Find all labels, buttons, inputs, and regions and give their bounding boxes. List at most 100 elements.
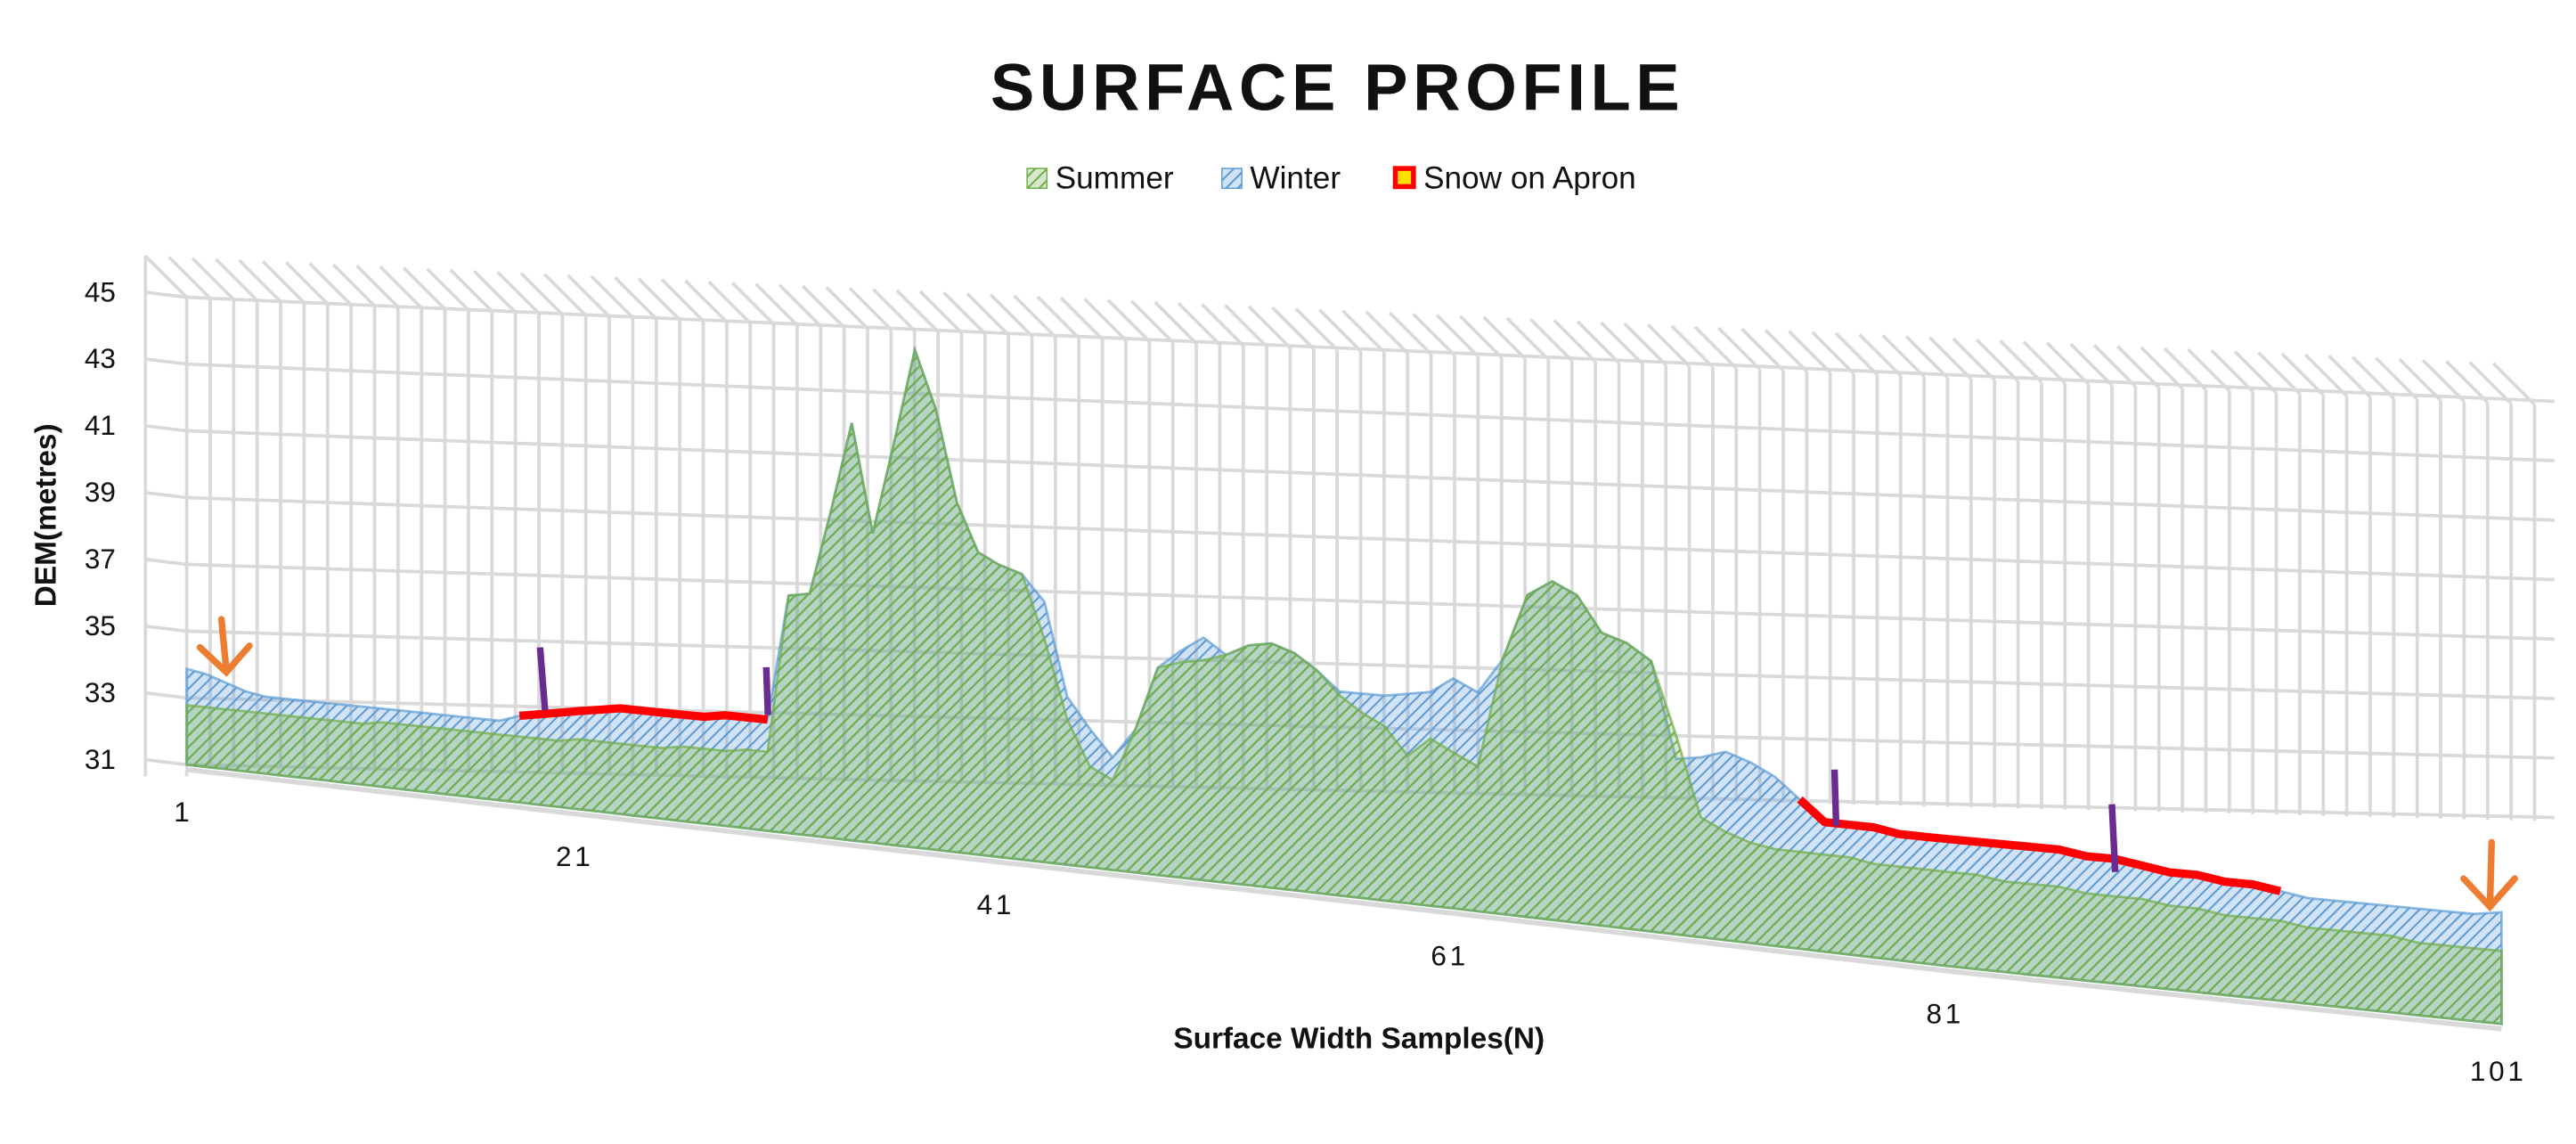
grid-line-vertical (449, 268, 493, 313)
floor-edge (186, 767, 2502, 1032)
grid-line-vertical (2022, 340, 2067, 385)
grid-line-vertical (825, 285, 869, 330)
grid-line-vertical (1717, 326, 1761, 371)
x-tick-label: 101 (2470, 1055, 2527, 1087)
grid-line (186, 429, 2555, 522)
grid-line-vertical (1505, 316, 1550, 361)
grid-line-vertical (1247, 305, 1292, 349)
legend-swatch (1026, 168, 1048, 190)
grid-line-vertical (2257, 351, 2302, 396)
grid-line-vertical (966, 292, 1010, 337)
grid-line-vertical (2375, 356, 2419, 401)
grid-line-vertical (1623, 322, 1667, 366)
grid-line-vertical (1553, 319, 1597, 364)
grid-line-vertical (2398, 357, 2442, 402)
grid-line-vertical (2092, 344, 2137, 388)
grid-line-vertical (1106, 298, 1151, 343)
grid-line (145, 690, 187, 700)
grid-line-vertical (660, 278, 705, 323)
grid-line-vertical (2210, 349, 2254, 393)
grid-line-vertical (1341, 309, 1386, 354)
grid-line-vertical (308, 262, 353, 306)
grid-line-vertical (426, 267, 470, 312)
grid-line-vertical (1975, 338, 2019, 382)
grid-line-vertical (1811, 331, 1855, 375)
x-axis-title: Surface Width Samples(N) (1173, 1023, 1545, 1056)
marker (536, 647, 549, 711)
grid-line-vertical (684, 279, 729, 323)
grid-line-vertical (519, 272, 564, 316)
grid-line (145, 290, 187, 299)
area (185, 345, 2503, 1026)
grid-line-vertical (2140, 346, 2184, 390)
grid-line-vertical (143, 255, 188, 298)
grid-line-vertical (1693, 325, 1738, 370)
legend: Summer Winter Snow on Apron (1026, 160, 1636, 195)
grid-line-vertical (2351, 355, 2395, 400)
grid-line-vertical (543, 273, 588, 317)
legend-label: Summer (1056, 160, 1174, 195)
grid-line-vertical (1201, 303, 1245, 347)
grid-line-vertical (2280, 352, 2325, 396)
legend-item: Summer (1026, 160, 1174, 195)
grid-line-vertical (1412, 313, 1456, 357)
grid-line-vertical (1999, 339, 2043, 384)
grid-line-vertical (802, 284, 845, 329)
grid-line-vertical (1271, 306, 1316, 350)
grid-line-vertical (567, 274, 611, 318)
grid-line-vertical (1670, 324, 1715, 369)
grid-line-vertical (1952, 337, 1996, 381)
grid-line-vertical (918, 290, 963, 334)
y-tick-label: 31 (85, 743, 116, 775)
grid-line-vertical (473, 269, 517, 314)
legend-item: Winter (1221, 160, 1341, 195)
y-tick-label: 37 (85, 543, 116, 575)
grid-line-vertical (1224, 304, 1268, 348)
grid-line (145, 757, 187, 767)
grid-line (145, 558, 187, 567)
grid-line-vertical (402, 266, 446, 311)
grid-line-vertical (2163, 347, 2207, 391)
arrow (2460, 838, 2518, 912)
grid-line-vertical (2327, 355, 2372, 399)
grid-line-vertical (2069, 342, 2114, 387)
grid-line-vertical (2233, 350, 2278, 395)
plot-area (185, 345, 2503, 1032)
grid-line-vertical (1365, 310, 1409, 355)
grid-line-vertical (1834, 331, 1879, 376)
grid-line-vertical (215, 257, 259, 302)
grid-line-vertical (848, 287, 893, 331)
marker (2108, 804, 2119, 872)
legend-label: Winter (1250, 160, 1341, 195)
grid-line-vertical (355, 264, 400, 308)
grid-line-vertical (1059, 296, 1104, 340)
grid-line-vertical (2303, 353, 2348, 397)
grid-line-vertical (730, 282, 775, 326)
grid-line-vertical (2491, 362, 2536, 406)
grid-line-vertical (1928, 336, 1973, 380)
grid-line-vertical (379, 266, 423, 310)
grid-line-vertical (167, 256, 212, 300)
grid-line-vertical (707, 280, 752, 324)
grid-line-vertical (1600, 321, 1644, 365)
grid-line-vertical (496, 271, 541, 315)
grid (143, 255, 2555, 821)
grid-line-vertical (2421, 358, 2466, 403)
legend-item: Snow on Apron (1392, 160, 1636, 195)
grid-line-vertical (2187, 347, 2231, 392)
grid-line-vertical (778, 283, 822, 328)
marker (1830, 769, 1840, 826)
y-axis-title: DEM(metres) (30, 423, 63, 607)
grid-line (186, 295, 2555, 404)
grid-line-vertical (1858, 332, 1903, 377)
grid-line-vertical (238, 258, 282, 303)
grid-line-vertical (2445, 360, 2490, 404)
grid-line-vertical (331, 263, 376, 307)
x-tick-label: 21 (556, 840, 593, 872)
grid-line-vertical (1904, 335, 1949, 380)
grid-line-vertical (1153, 300, 1198, 345)
grid-line-vertical (590, 274, 634, 319)
grid-line (145, 357, 187, 366)
grid-line-vertical (942, 290, 987, 335)
grid-line-vertical (1646, 323, 1691, 368)
